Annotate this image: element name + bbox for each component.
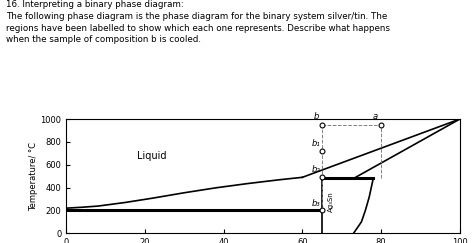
Text: b₁: b₁ (312, 139, 320, 148)
Text: b₂: b₂ (312, 165, 320, 174)
Text: 16. Interpreting a binary phase diagram:
The following phase diagram is the phas: 16. Interpreting a binary phase diagram:… (6, 0, 390, 44)
Text: Ag₃Sn: Ag₃Sn (328, 191, 334, 212)
Text: a: a (373, 112, 378, 121)
Text: b: b (313, 112, 319, 121)
Y-axis label: Temperature/ °C: Temperature/ °C (29, 142, 38, 211)
Text: b₃: b₃ (312, 199, 320, 208)
Text: Liquid: Liquid (137, 151, 167, 161)
